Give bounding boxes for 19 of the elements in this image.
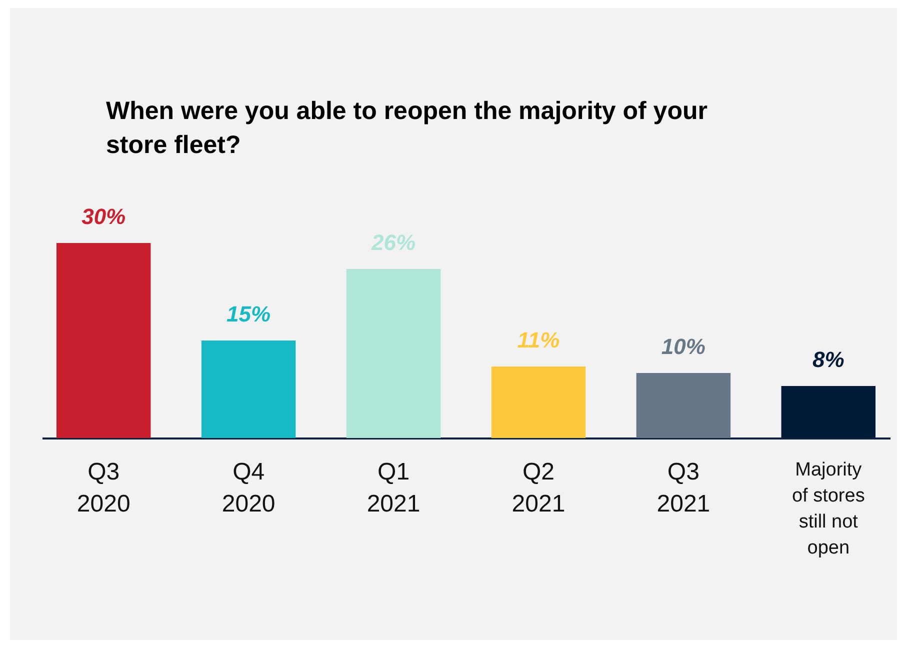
x-tick-label: Q3 2021 bbox=[656, 458, 710, 518]
bar bbox=[781, 386, 876, 438]
bar bbox=[201, 340, 296, 438]
data-label: 15% bbox=[226, 302, 271, 326]
data-label: 8% bbox=[812, 347, 844, 372]
data-label: 11% bbox=[517, 328, 560, 352]
data-label: 30% bbox=[82, 204, 126, 229]
x-tick-label: Q3 2020 bbox=[76, 458, 130, 518]
bar bbox=[636, 373, 731, 438]
x-tick-label: Q4 2020 bbox=[222, 458, 276, 518]
chart-title: When were you able to reopen the majority of your store fleet? bbox=[106, 96, 708, 161]
x-tick-label: Q2 2021 bbox=[512, 458, 566, 518]
data-label: 26% bbox=[370, 230, 416, 255]
data-label: 10% bbox=[661, 334, 706, 359]
bar bbox=[491, 366, 586, 438]
x-tick-label: Q1 2021 bbox=[366, 458, 420, 518]
bar bbox=[346, 269, 441, 438]
bar bbox=[56, 243, 151, 438]
x-tick-label: Majority of stores still not open bbox=[792, 460, 865, 558]
